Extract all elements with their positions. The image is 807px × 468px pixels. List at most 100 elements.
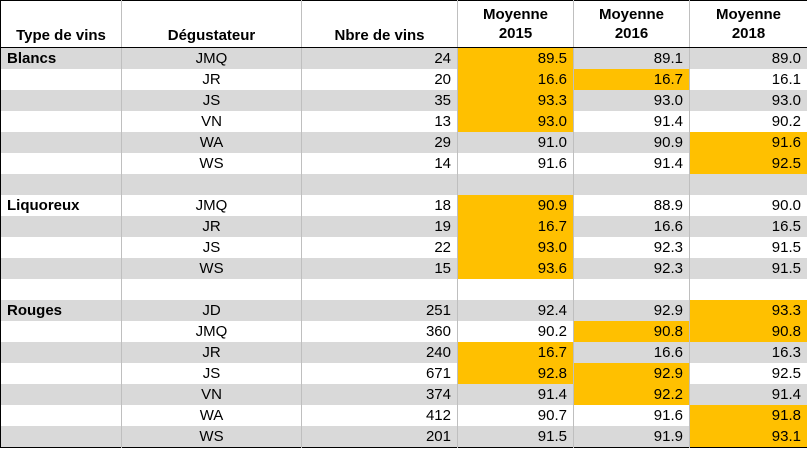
average-2016-cell: 93.0 — [573, 90, 690, 111]
average-2015-cell: 90.2 — [457, 321, 574, 342]
table-row: JR 19 16.7 16.6 16.5 — [0, 216, 807, 237]
average-2018-cell: 90.0 — [771, 197, 801, 214]
taster-cell: JS — [121, 90, 302, 111]
wine-count-cell: 22 — [301, 237, 458, 258]
average-2016-cell: 92.3 — [573, 258, 690, 279]
average-2018-cell: 90.8 — [689, 321, 807, 342]
table-body: Blancs JMQ 24 89.5 89.1 89.0 JR 20 16.6 16.7 16.1 J… — [0, 47, 807, 448]
average-2015-cell: 91.4 — [457, 384, 574, 405]
average-2016-cell: 92.3 — [573, 237, 690, 258]
average-2018-cell: 16.1 — [771, 71, 801, 88]
empty-cell — [301, 279, 458, 300]
wine-count-cell: 412 — [301, 405, 458, 426]
average-2018-cell: 89.0 — [689, 47, 807, 69]
average-2018-cell: 92.5 — [771, 365, 801, 382]
header-average-2015-year: 2015 — [498, 25, 533, 42]
taster-cell: JD — [121, 300, 302, 321]
taster-cell: JR — [121, 216, 302, 237]
average-2018-cell: 90.2 — [771, 113, 801, 130]
header-wine-count: Nbre de vins — [301, 0, 458, 48]
empty-cell — [121, 174, 302, 195]
average-2018-cell: 16.5 — [689, 216, 807, 237]
wine-count-cell: 240 — [301, 342, 458, 363]
header-average-2016-label: Moyenne — [598, 6, 664, 23]
table-row: Blancs JMQ 24 89.5 89.1 89.0 — [0, 47, 807, 69]
table-row: JS 671 92.8 92.9 92.5 — [0, 363, 807, 384]
wine-type-cell — [0, 321, 122, 342]
empty-cell — [689, 174, 807, 195]
empty-cell — [457, 279, 574, 300]
taster-cell: WA — [121, 132, 302, 153]
average-2015-cell: 93.0 — [457, 237, 574, 258]
wine-count-cell: 201 — [301, 426, 458, 448]
empty-cell — [457, 174, 574, 195]
wine-type-cell — [0, 69, 122, 90]
empty-cell — [573, 279, 690, 300]
taster-cell: JR — [121, 342, 302, 363]
table-row: WS 14 91.6 91.4 92.5 — [0, 153, 807, 174]
wine-type-cell — [0, 342, 122, 363]
table-row: WA 412 90.7 91.6 91.8 — [0, 405, 807, 426]
header-average-2016: Moyenne 2016 — [573, 0, 690, 48]
table-row: Liquoreux JMQ 18 90.9 88.9 90.0 — [0, 195, 807, 216]
average-2018-cell: 91.5 — [771, 239, 801, 256]
average-2016-cell: 92.9 — [573, 300, 690, 321]
average-2015-cell: 16.7 — [457, 216, 574, 237]
average-2016-cell: 16.6 — [573, 216, 690, 237]
table-row: WS 201 91.5 91.9 93.1 — [0, 426, 807, 448]
header-average-2018-label: Moyenne — [715, 6, 781, 23]
wine-count-cell: 251 — [301, 300, 458, 321]
average-2015-cell: 91.6 — [457, 153, 574, 174]
empty-cell — [301, 174, 458, 195]
taster-cell: JMQ — [121, 47, 302, 69]
wine-type-cell — [0, 426, 122, 448]
wine-type-cell — [0, 111, 122, 132]
table-row: WS 15 93.6 92.3 91.5 — [0, 258, 807, 279]
wine-type-cell — [0, 258, 122, 279]
header-average-2018: Moyenne 2018 — [689, 0, 807, 48]
wine-type-cell — [0, 237, 122, 258]
table-row: JR 240 16.7 16.6 16.3 — [0, 342, 807, 363]
empty-cell — [689, 279, 807, 300]
wine-type-cell: Liquoreux — [0, 195, 122, 216]
header-taster: Dégustateur — [121, 0, 302, 48]
average-2016-cell: 92.2 — [573, 384, 690, 405]
wine-type-cell — [0, 132, 122, 153]
table-header: Type de vins Dégustateur Nbre de vins Mo… — [0, 0, 807, 48]
average-2015-cell: 93.0 — [457, 111, 574, 132]
average-2015-cell: 92.8 — [457, 363, 574, 384]
wine-count-cell: 671 — [301, 363, 458, 384]
wine-type-cell — [0, 153, 122, 174]
taster-cell: JMQ — [121, 195, 302, 216]
average-2015-cell: 90.9 — [457, 195, 574, 216]
header-average-2015-label: Moyenne — [482, 6, 548, 23]
table-row: JS 35 93.3 93.0 93.0 — [0, 90, 807, 111]
average-2016-cell: 91.4 — [573, 153, 690, 174]
table-row: VN 13 93.0 91.4 90.2 — [0, 111, 807, 132]
wine-count-cell: 14 — [301, 153, 458, 174]
wine-count-cell: 13 — [301, 111, 458, 132]
average-2015-cell: 16.6 — [457, 69, 574, 90]
average-2015-cell: 90.7 — [457, 405, 574, 426]
average-2018-cell: 93.0 — [689, 90, 807, 111]
average-2016-cell: 91.9 — [573, 426, 690, 448]
table-row: JMQ 360 90.2 90.8 90.8 — [0, 321, 807, 342]
average-2016-cell: 88.9 — [573, 195, 690, 216]
average-2016-cell: 16.7 — [573, 69, 690, 90]
table-row: JR 20 16.6 16.7 16.1 — [0, 69, 807, 90]
spacer-row — [0, 279, 807, 300]
taster-cell: JS — [121, 237, 302, 258]
taster-cell: JMQ — [121, 321, 302, 342]
average-2015-cell: 91.0 — [457, 132, 574, 153]
taster-cell: JR — [121, 69, 302, 90]
taster-cell: WA — [121, 405, 302, 426]
wine-count-cell: 35 — [301, 90, 458, 111]
empty-cell — [121, 279, 302, 300]
header-average-2016-year: 2016 — [614, 25, 649, 42]
average-2016-cell: 89.1 — [573, 47, 690, 69]
average-2016-cell: 16.6 — [573, 342, 690, 363]
wine-ratings-table: Type de vins Dégustateur Nbre de vins Mo… — [0, 0, 807, 448]
taster-cell: WS — [121, 426, 302, 448]
taster-cell: VN — [121, 384, 302, 405]
average-2018-cell: 91.5 — [689, 258, 807, 279]
